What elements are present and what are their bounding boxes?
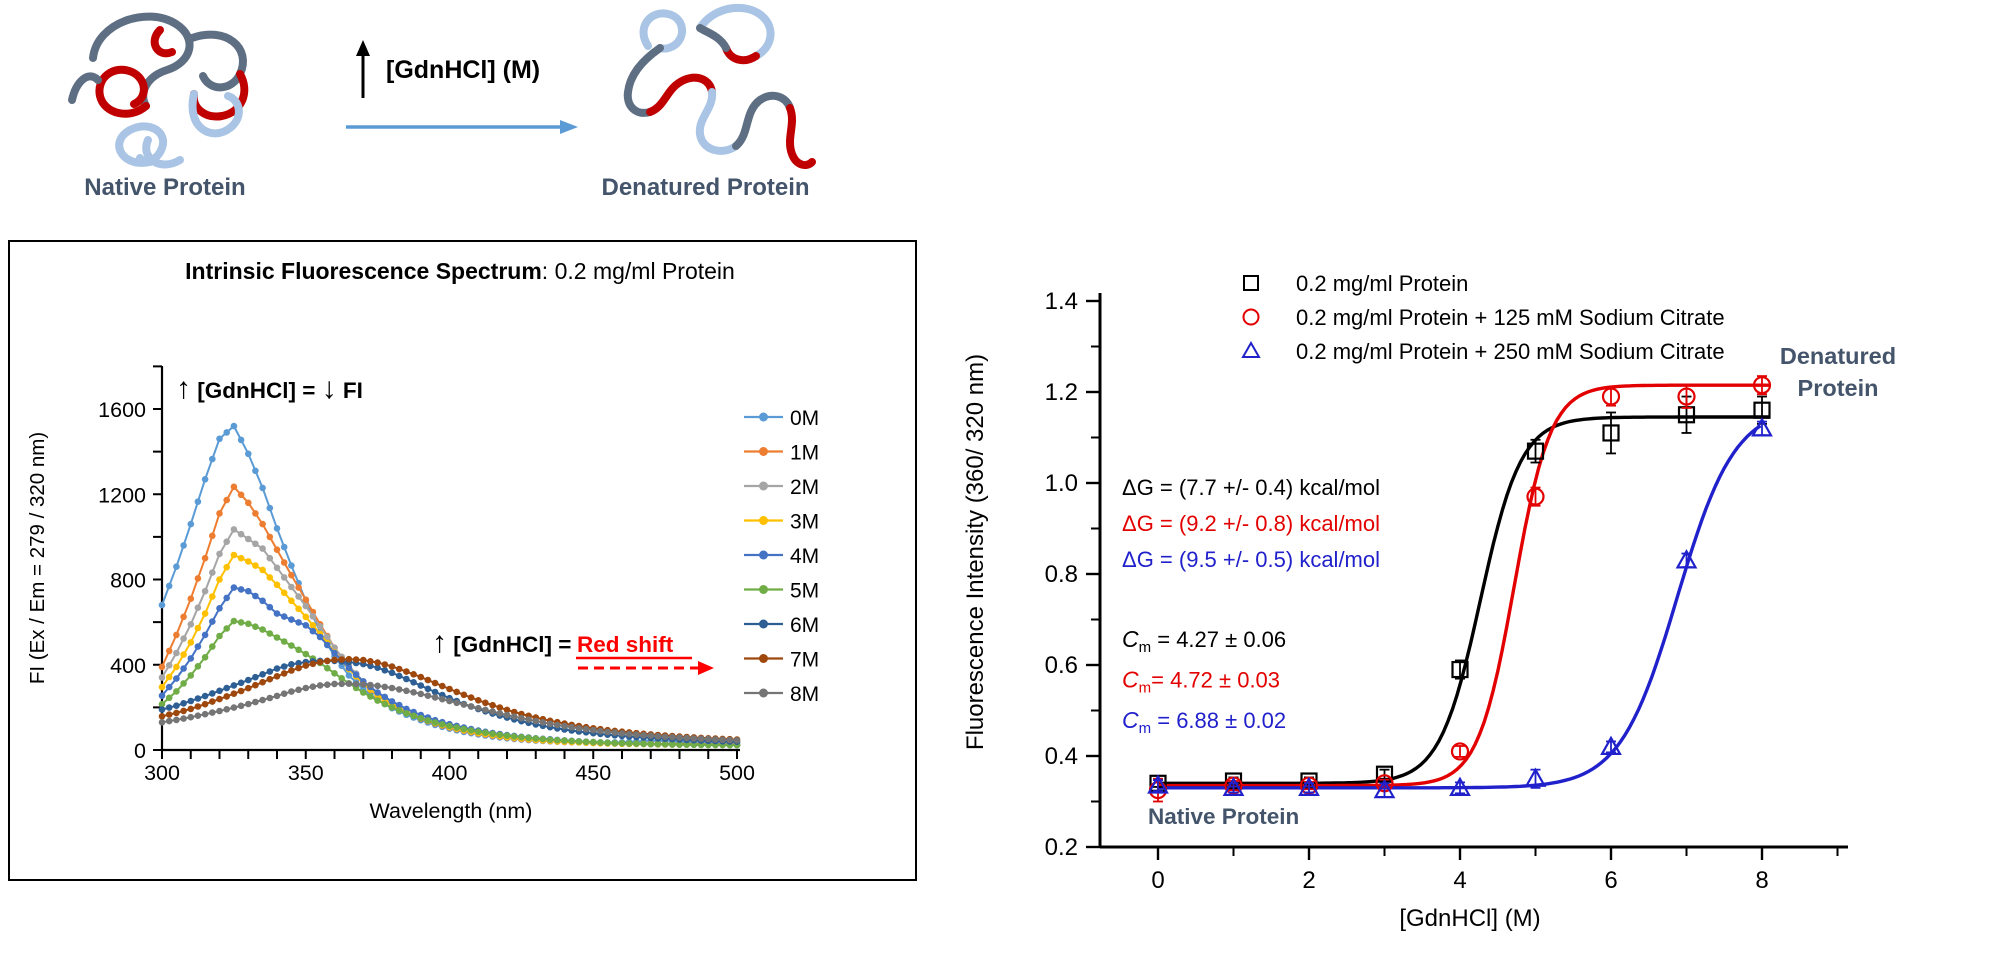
data-series-circle (1148, 375, 1772, 803)
data-series-triangle (1147, 417, 1773, 799)
legend-item-4M: 4M (744, 545, 819, 568)
legend-label: 3M (790, 511, 819, 534)
x-tick-label: 500 (719, 761, 755, 785)
y-tick-label: 1.4 (1045, 288, 1078, 315)
delta-g-annotation: ΔG = (7.7 +/- 0.4) kcal/mol (1122, 475, 1380, 500)
y-axis-title: FI (Ex / Em = 279 / 320 nm) (26, 432, 49, 684)
spectrum-panel-border (8, 240, 917, 881)
y-tick-label: 800 (110, 569, 146, 593)
legend-item-circle: 0.2 mg/ml Protein + 125 mM Sodium Citrat… (1242, 305, 1725, 330)
legend-label: 4M (790, 545, 819, 568)
y-tick-label: 1.0 (1045, 470, 1078, 497)
native-protein-state-label: Native Protein (1148, 804, 1299, 829)
x-axis-title: [GdnHCl] (M) (1399, 905, 1540, 932)
legend-item-5M: 5M (744, 580, 819, 603)
denatured-protein-illustration (623, 4, 816, 169)
x-tick-label: 0 (1151, 867, 1164, 894)
native-protein-label: Native Protein (84, 174, 246, 201)
y-tick-label: 400 (110, 654, 146, 678)
y-tick-label: 0.4 (1045, 743, 1078, 770)
intrinsic-fluorescence-chart: 0 400 800 1200 1600 300 350 400 450 500 FI (Ex / E… (26, 365, 819, 823)
cm-annotation: Cm= 4.72 ± 0.03 (1122, 667, 1280, 697)
y-tick-label: 1600 (98, 398, 146, 422)
spectrum-chart-title-rest: : 0.2 mg/ml Protein (541, 258, 735, 284)
y-tick-label: 0.2 (1045, 834, 1078, 861)
legend-item-8M: 8M (744, 683, 819, 706)
fit-curve-circle (1158, 383, 1770, 788)
legend-item-3M: 3M (744, 511, 819, 534)
spectrum-chart-title: Intrinsic Fluorescence Spectrum: 0.2 mg/… (10, 258, 910, 285)
y-tick-label: 1200 (98, 483, 146, 507)
series-5M (158, 617, 741, 749)
legend-item-2M: 2M (744, 476, 819, 499)
y-tick-label: 0 (134, 739, 146, 763)
legend-item-6M: 6M (744, 614, 819, 637)
legend-label: 1M (790, 442, 819, 465)
reaction-arrow-icon (346, 120, 578, 134)
legend-item-1M: 1M (744, 442, 819, 465)
x-tick-label: 350 (288, 761, 324, 785)
cm-annotation: Cm = 4.27 ± 0.06 (1122, 626, 1286, 656)
cm-annotation: Cm = 6.88 ± 0.02 (1122, 707, 1286, 737)
legend-label: 0.2 mg/ml Protein + 250 mM Sodium Citrat… (1296, 339, 1725, 364)
annotation-gdnhcl-fi: ↑ [GdnHCl] = ↓ FI (176, 372, 363, 405)
legend-label: 0M (790, 407, 819, 430)
x-tick-label: 400 (432, 761, 468, 785)
legend-label: 7M (790, 649, 819, 672)
x-tick-label: 6 (1604, 867, 1617, 894)
protein-schematic (68, 4, 816, 169)
denatured-protein-label: Denatured Protein (601, 174, 810, 201)
gdnhcl-up-arrow-icon (356, 40, 370, 98)
legend-label: 0.2 mg/ml Protein + 125 mM Sodium Citrat… (1296, 305, 1725, 330)
legend-label: 2M (790, 476, 819, 499)
legend-item-7M: 7M (744, 649, 819, 672)
legend-label: 5M (790, 580, 819, 603)
series-8M (158, 680, 741, 744)
legend-label: 8M (790, 683, 819, 706)
delta-g-annotation: ΔG = (9.5 +/- 0.5) kcal/mol (1122, 547, 1380, 572)
legend-item-0M: 0M (744, 407, 819, 430)
series-1M (158, 483, 741, 748)
denaturation-chart: 0.2 0.4 0.6 0.8 1.0 1.2 1.4 0 2 4 6 8 Fluorescence I… (962, 271, 1896, 932)
gdnhcl-arrow-label: [GdnHCl] (M) (386, 56, 541, 84)
legend-label: 6M (790, 614, 819, 637)
x-tick-label: 300 (144, 761, 180, 785)
x-tick-label: 8 (1755, 867, 1768, 894)
spectrum-chart-title-bold: Intrinsic Fluorescence Spectrum (185, 258, 542, 284)
y-axis-title: Fluorescence Intensity (360/ 320 nm) (962, 354, 989, 750)
native-protein-illustration (68, 12, 249, 169)
fit-curve-square (1158, 415, 1770, 785)
legend-item-square: 0.2 mg/ml Protein (1243, 271, 1468, 296)
denatured-protein-state-label: Denatured Protein (1780, 343, 1896, 401)
legend-label: 0.2 mg/ml Protein (1296, 271, 1468, 296)
spectrum-legend: 0M 1M 2M 3M 4M 5M 6M 7M 8M (744, 407, 819, 706)
delta-g-annotation: ΔG = (9.2 +/- 0.8) kcal/mol (1122, 511, 1380, 536)
annotation-redshift-text: Red shift (577, 632, 674, 657)
x-axis-title: Wavelength (nm) (370, 799, 533, 823)
denaturation-legend: 0.2 mg/ml Protein 0.2 mg/ml Protein + 125… (1241, 271, 1725, 364)
y-tick-label: 1.2 (1045, 379, 1078, 406)
annotation-redshift-prefix: ↑ [GdnHCl] = (432, 626, 571, 659)
x-tick-label: 2 (1302, 867, 1315, 894)
y-tick-label: 0.6 (1045, 652, 1078, 679)
y-tick-label: 0.8 (1045, 561, 1078, 588)
legend-item-triangle: 0.2 mg/ml Protein + 250 mM Sodium Citrat… (1241, 339, 1725, 364)
x-tick-label: 450 (575, 761, 611, 785)
x-tick-label: 4 (1453, 867, 1466, 894)
